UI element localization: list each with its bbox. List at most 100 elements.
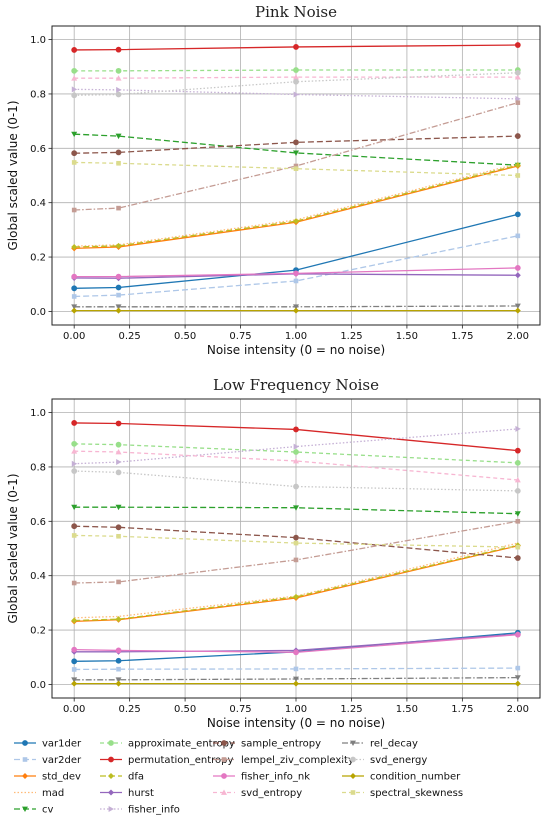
legend-label: approximate_entropy	[128, 739, 235, 750]
x-axis-label: Noise intensity (0 = no noise)	[207, 716, 385, 730]
data-point	[514, 680, 521, 687]
data-point	[116, 160, 121, 166]
series-var1der	[71, 211, 521, 292]
legend-item-spectral_skewness: spectral_skewness	[342, 788, 463, 799]
series-line-svd_energy	[74, 470, 518, 492]
legend-marker	[108, 740, 114, 746]
x-tick-label: 0.00	[63, 704, 85, 715]
data-point	[514, 272, 521, 279]
legend-item-var1der: var1der	[14, 739, 82, 750]
legend-marker	[22, 773, 28, 779]
x-axis-label: Noise intensity (0 = no noise)	[207, 343, 385, 357]
data-point	[293, 67, 299, 73]
data-point	[71, 523, 78, 530]
legend-marker	[22, 740, 28, 746]
legend-marker	[108, 773, 114, 779]
data-point	[293, 426, 299, 433]
data-point	[71, 307, 78, 314]
legend-marker	[108, 789, 114, 796]
data-point	[71, 92, 78, 99]
series-line-sample_entropy	[74, 135, 518, 154]
y-tick-label: 0.6	[30, 144, 46, 155]
legend-marker	[221, 740, 227, 746]
series-fisher_info	[71, 86, 521, 102]
series-line-var2der	[74, 667, 518, 671]
data-point	[293, 649, 299, 656]
y-tick-label: 0.4	[30, 571, 46, 582]
data-point	[71, 160, 77, 165]
data-point	[115, 469, 122, 476]
data-point	[293, 676, 299, 682]
legend-item-fisher_info_nk: fisher_info_nk	[213, 772, 310, 783]
data-point	[115, 449, 122, 455]
legend-label: fisher_info_nk	[241, 772, 310, 783]
data-point	[514, 211, 521, 218]
series-mad	[74, 163, 518, 247]
legend-item-approximate_entropy: approximate_entropy	[100, 739, 235, 750]
x-tick-label: 0.50	[174, 704, 196, 715]
data-point	[116, 205, 121, 211]
legend-item-cv: cv	[14, 805, 53, 816]
legend-label: dfa	[128, 772, 144, 783]
series-line-var1der	[74, 213, 518, 289]
data-point	[293, 449, 299, 455]
data-point	[116, 666, 121, 672]
series-line-svd_energy	[74, 72, 518, 96]
series-line-sample_entropy	[74, 525, 518, 559]
data-point	[115, 304, 122, 310]
grid	[52, 399, 540, 698]
series-line-dfa	[74, 164, 518, 248]
data-point	[515, 519, 521, 524]
series-spectral_skewness	[71, 160, 521, 178]
data-point	[514, 675, 521, 681]
data-point	[71, 533, 77, 538]
series-sample_entropy	[71, 523, 521, 561]
series-approximate_entropy	[71, 440, 521, 466]
series-svd_energy	[71, 69, 521, 99]
data-point	[293, 534, 299, 541]
x-tick-label: 1.50	[396, 331, 418, 342]
data-point	[71, 420, 78, 426]
data-point	[71, 75, 78, 81]
data-point	[71, 580, 77, 586]
data-point	[71, 131, 78, 138]
data-point	[514, 631, 521, 638]
series-cv	[71, 504, 521, 517]
legend-label: cv	[42, 805, 53, 816]
data-point	[71, 47, 78, 53]
data-point	[293, 139, 299, 146]
legend-label: svd_energy	[370, 755, 427, 766]
series-fisher_info_nk	[71, 265, 521, 280]
legend-marker	[22, 757, 28, 762]
data-point	[293, 304, 299, 310]
series-fisher_info_nk	[71, 631, 521, 656]
series-line-approximate_entropy	[74, 69, 518, 72]
y-tick-label: 0.2	[30, 626, 46, 637]
legend-item-std_dev: std_dev	[14, 772, 81, 783]
data-point	[71, 243, 78, 250]
legend-label: var1der	[42, 739, 82, 750]
data-point	[71, 504, 78, 511]
legend-label: hurst	[128, 788, 154, 799]
x-tick-label: 2.00	[507, 331, 529, 342]
data-point	[514, 74, 521, 80]
data-point	[71, 440, 78, 447]
series-line-cv	[74, 506, 518, 515]
series-line-dfa	[74, 544, 518, 622]
series-permutation_entropy	[71, 42, 521, 53]
x-tick-label: 0.75	[229, 331, 251, 342]
data-point	[71, 667, 77, 672]
series-var2der	[71, 233, 521, 299]
series-line-lempel_ziv_complexity	[74, 102, 518, 211]
data-point	[115, 657, 122, 664]
series-line-hurst	[74, 273, 518, 279]
data-point	[293, 666, 299, 672]
legend-item-hurst: hurst	[100, 788, 154, 799]
data-point	[515, 100, 521, 105]
data-point	[514, 511, 521, 517]
data-point	[293, 270, 299, 277]
legend-label: svd_entropy	[241, 788, 302, 799]
data-point	[115, 504, 122, 511]
chart-title: Pink Noise	[255, 3, 337, 21]
data-point	[293, 218, 299, 225]
